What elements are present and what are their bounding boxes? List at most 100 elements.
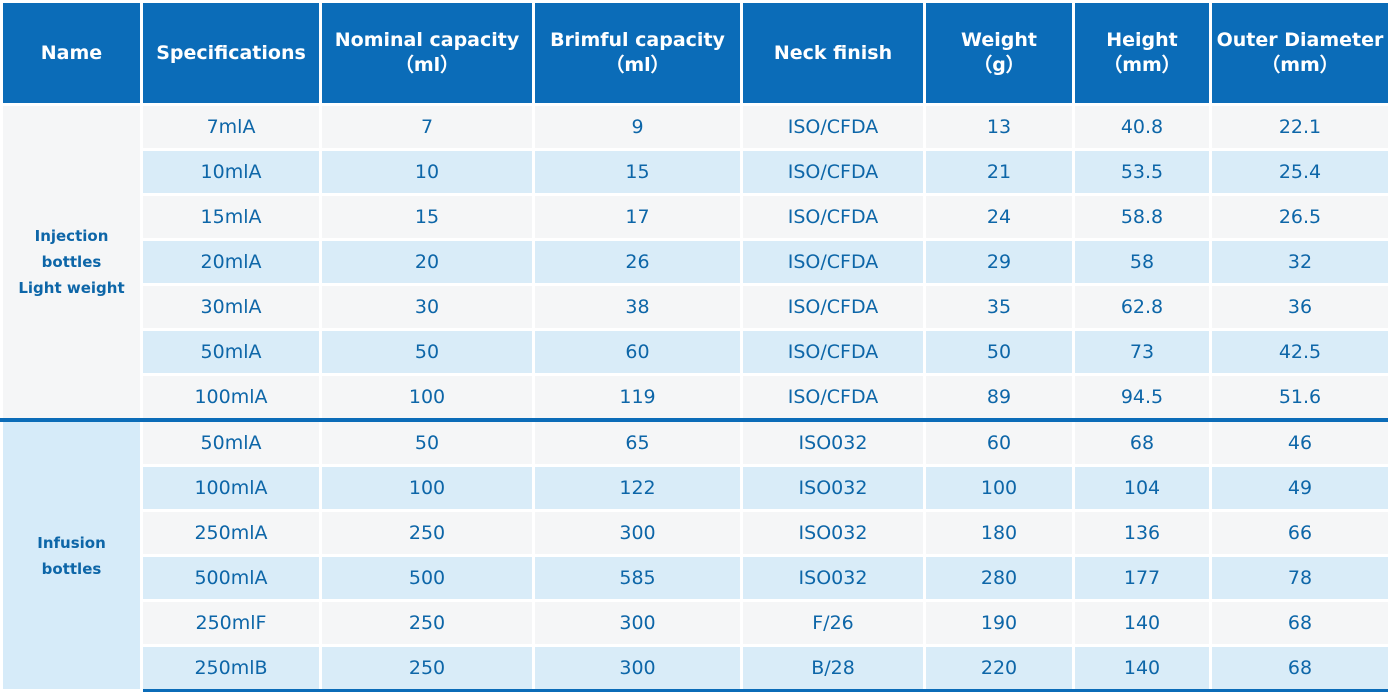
header-row: Name Specifications Nominal capacity （ml） Br… xyxy=(0,0,1388,106)
table-cell: 51.6 xyxy=(1209,373,1388,422)
table-cell: 9 xyxy=(532,103,743,151)
table-cell: 500 xyxy=(319,554,535,602)
table-cell: 50 xyxy=(319,328,535,376)
header-cell: Outer Diameter （mm） xyxy=(1209,0,1388,106)
table-row: 10mlA 10 15 ISO/CFDA 21 53.5 25.4 xyxy=(2,148,1388,196)
table-cell: 100 xyxy=(319,373,535,422)
table-cell: 60 xyxy=(923,418,1075,467)
table-cell: 36 xyxy=(1209,283,1388,331)
table-cell: 26.5 xyxy=(1209,193,1388,241)
table-header: Name Specifications Nominal capacity （ml） Br… xyxy=(0,0,1388,106)
table-cell: ISO/CFDA xyxy=(740,103,926,151)
table-row: 250mlB 250 300 B/28 220 140 68 xyxy=(2,644,1388,692)
table-row: 15mlA 15 17 ISO/CFDA 24 58.8 26.5 xyxy=(2,193,1388,241)
table-cell: ISO032 xyxy=(740,464,926,512)
table-cell: ISO032 xyxy=(740,509,926,557)
table-cell: 50 xyxy=(923,328,1075,376)
table-cell: 21 xyxy=(923,148,1075,196)
table-cell: 100 xyxy=(319,464,535,512)
table-cell: ISO/CFDA xyxy=(740,148,926,196)
table-row: 100mlA 100 119 ISO/CFDA 89 94.5 51.6 xyxy=(2,373,1388,422)
header-cell: Height （mm） xyxy=(1072,0,1212,106)
table-cell: 40.8 xyxy=(1072,103,1212,151)
table-cell: 50mlA xyxy=(140,328,322,376)
table-row: 30mlA 30 38 ISO/CFDA 35 62.8 36 xyxy=(2,283,1388,331)
table-cell: 500mlA xyxy=(140,554,322,602)
table-cell: 10 xyxy=(319,148,535,196)
table-cell: 30mlA xyxy=(140,283,322,331)
table-cell: 35 xyxy=(923,283,1075,331)
table-cell: 20mlA xyxy=(140,238,322,286)
table-cell: 65 xyxy=(532,418,743,467)
table-cell: 280 xyxy=(923,554,1075,602)
table-cell: 136 xyxy=(1072,509,1212,557)
table-cell: ISO032 xyxy=(740,554,926,602)
table-cell: 29 xyxy=(923,238,1075,286)
table-cell: 7mlA xyxy=(140,103,322,151)
header-text: Outer Diameter xyxy=(1216,29,1384,51)
table-cell: 15mlA xyxy=(140,193,322,241)
table-cell: 25.4 xyxy=(1209,148,1388,196)
table-cell: 66 xyxy=(1209,509,1388,557)
table-row: 50mlA 50 60 ISO/CFDA 50 73 42.5 xyxy=(2,328,1388,376)
table-cell: 60 xyxy=(532,328,743,376)
table-cell: B/28 xyxy=(740,644,926,692)
table-cell: 119 xyxy=(532,373,743,422)
table-row: Infusion bottles 50mlA 50 65 ISO032 60 68 46 xyxy=(0,418,1388,692)
table-cell: 20 xyxy=(319,238,535,286)
table-cell: 250 xyxy=(319,509,535,557)
table-cell: 62.8 xyxy=(1072,283,1212,331)
table-cell: 42.5 xyxy=(1209,328,1388,376)
table-cell: 38 xyxy=(532,283,743,331)
group-name-cell: Infusion bottles xyxy=(0,418,143,692)
table-cell: 585 xyxy=(532,554,743,602)
table-row: 250mlF 250 300 F/26 190 140 68 xyxy=(2,599,1388,647)
table-cell: 177 xyxy=(1072,554,1212,602)
header-text: Weight xyxy=(961,29,1037,51)
table-cell: 50 xyxy=(319,418,535,467)
table-cell: 140 xyxy=(1072,599,1212,647)
table-cell: 250 xyxy=(319,644,535,692)
group-name-cell: Injection bottles Light weight xyxy=(0,103,143,422)
table-cell: ISO/CFDA xyxy=(740,283,926,331)
table-cell: 26 xyxy=(532,238,743,286)
table-cell: 122 xyxy=(532,464,743,512)
table-cell: 22.1 xyxy=(1209,103,1388,151)
header-text: Height xyxy=(1106,29,1178,51)
header-text: Specifications xyxy=(156,41,306,64)
table-cell: 13 xyxy=(923,103,1075,151)
table-cell: ISO/CFDA xyxy=(740,238,926,286)
table-cell: 17 xyxy=(532,193,743,241)
table-cell: 53.5 xyxy=(1072,148,1212,196)
header-text: Neck finish xyxy=(773,41,893,64)
table-cell: 300 xyxy=(532,599,743,647)
table-cell: 89 xyxy=(923,373,1075,422)
table-cell: 100 xyxy=(923,464,1075,512)
table-cell: 250mlB xyxy=(140,644,322,692)
table-row: 100mlA 100 122 ISO032 100 104 49 xyxy=(2,464,1388,512)
header-text: （ml） xyxy=(394,54,460,76)
table-cell: 68 xyxy=(1209,644,1388,692)
header-text: （mm） xyxy=(1103,54,1181,76)
table-cell: 300 xyxy=(532,509,743,557)
table-cell: ISO032 xyxy=(740,418,926,467)
group-name-text: Light weight xyxy=(18,279,125,297)
header-text: Brimful capacity xyxy=(550,29,725,51)
group-name-text: bottles xyxy=(41,253,102,271)
table-cell: 15 xyxy=(532,148,743,196)
header-text: （mm） xyxy=(1261,54,1339,76)
table-cell: ISO/CFDA xyxy=(740,193,926,241)
table-cell: 180 xyxy=(923,509,1075,557)
header-cell: Name xyxy=(0,0,143,106)
table-row: 20mlA 20 26 ISO/CFDA 29 58 32 xyxy=(2,238,1388,286)
group-name-text: Injection xyxy=(34,227,109,245)
table-cell: 50mlA xyxy=(140,418,322,467)
table-row: 250mlA 250 300 ISO032 180 136 66 xyxy=(2,509,1388,557)
table-cell: 46 xyxy=(1209,418,1388,467)
table-cell: 68 xyxy=(1072,418,1212,467)
header-text: Name xyxy=(40,41,103,64)
table-cell: 7 xyxy=(319,103,535,151)
